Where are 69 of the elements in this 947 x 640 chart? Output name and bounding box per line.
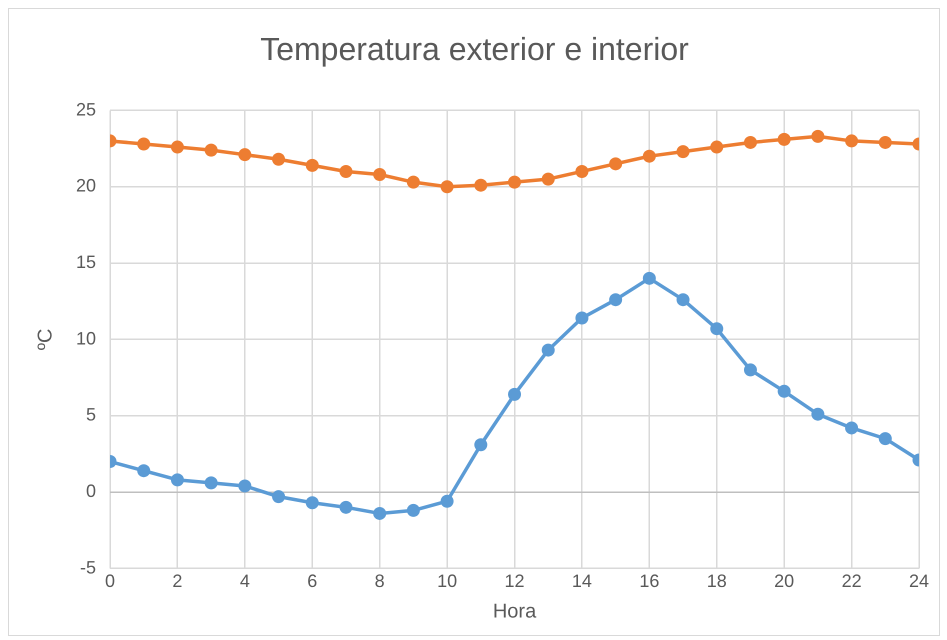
- point: [339, 164, 352, 178]
- point: [204, 144, 218, 157]
- point: [306, 158, 319, 172]
- point: [845, 134, 858, 148]
- point: [609, 293, 622, 306]
- x-tick-label: 12: [504, 571, 525, 592]
- point: [642, 150, 656, 163]
- x-tick-label: 18: [706, 571, 727, 592]
- point: [542, 344, 555, 357]
- point: [845, 421, 858, 434]
- point: [609, 157, 622, 170]
- point: [710, 322, 724, 336]
- point: [542, 172, 555, 186]
- y-tick-label: 10: [76, 328, 96, 348]
- point: [406, 176, 420, 189]
- y-tick-label: 15: [76, 252, 96, 272]
- point: [440, 494, 454, 508]
- y-tick-label: 0: [86, 481, 96, 502]
- point: [373, 168, 386, 182]
- point: [744, 363, 757, 376]
- point: [676, 293, 690, 306]
- point: [440, 180, 454, 194]
- x-tick-label: 14: [572, 571, 592, 592]
- point: [170, 473, 184, 486]
- point: [778, 132, 791, 146]
- y-tick-label: 20: [76, 176, 96, 196]
- point: [642, 272, 656, 285]
- x-tick-label: 8: [374, 571, 385, 592]
- point: [778, 384, 791, 398]
- x-tick-label: 24: [908, 571, 930, 592]
- x-tick-label: 0: [105, 571, 116, 592]
- point: [710, 140, 724, 154]
- point: [137, 137, 150, 150]
- x-tick-label: 22: [842, 571, 862, 592]
- point: [878, 136, 892, 149]
- x-tick-label: 2: [172, 571, 182, 592]
- point: [508, 176, 522, 189]
- point: [137, 464, 150, 478]
- point: [170, 140, 184, 154]
- point: [811, 408, 824, 421]
- point: [339, 500, 352, 514]
- point: [508, 388, 522, 401]
- y-tick-label: 5: [86, 404, 96, 425]
- point: [238, 479, 252, 492]
- point: [272, 152, 286, 166]
- point: [575, 312, 588, 325]
- point: [474, 438, 488, 452]
- point: [238, 148, 252, 162]
- point: [406, 504, 420, 517]
- point: [272, 490, 286, 504]
- point: [373, 506, 386, 520]
- point: [676, 145, 690, 158]
- x-tick-label: 4: [240, 571, 250, 592]
- x-tick-label: 20: [774, 571, 794, 592]
- y-tick-label: 25: [76, 99, 96, 120]
- point: [474, 178, 488, 192]
- x-axis-title: Hora: [492, 600, 538, 623]
- point: [204, 476, 218, 490]
- point: [744, 136, 757, 149]
- point: [811, 130, 824, 143]
- chart-title: Temperatura exterior e interior: [260, 31, 690, 68]
- point: [306, 496, 319, 510]
- point: [575, 164, 588, 178]
- point: [878, 432, 892, 446]
- x-tick-label: 6: [307, 571, 318, 592]
- y-axis-title: ºC: [34, 328, 57, 350]
- y-tick-label: -5: [80, 557, 96, 578]
- x-tick-label: 16: [639, 571, 660, 592]
- x-tick-label: 10: [437, 571, 458, 592]
